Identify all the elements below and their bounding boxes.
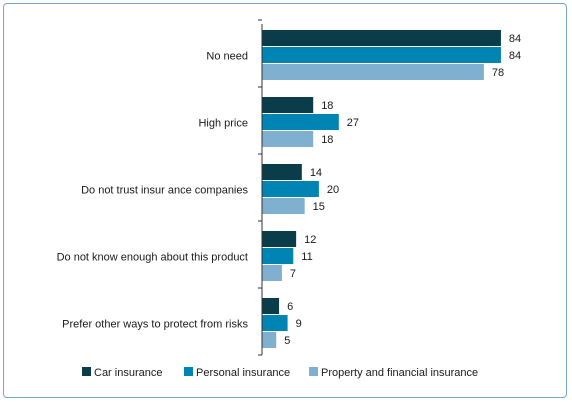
bar bbox=[262, 64, 484, 80]
category-label: Prefer other ways to protect from risks bbox=[62, 319, 248, 331]
data-label: 84 bbox=[509, 50, 521, 62]
legend-label: Car insurance bbox=[94, 367, 162, 379]
legend-swatch bbox=[82, 367, 91, 376]
data-label: 12 bbox=[304, 234, 316, 246]
legend-swatch bbox=[309, 367, 318, 376]
bar bbox=[262, 231, 297, 247]
legend-label: Personal insurance bbox=[196, 367, 290, 379]
data-label: 78 bbox=[492, 67, 504, 79]
data-label: 18 bbox=[321, 100, 333, 112]
bar bbox=[262, 315, 288, 331]
category-label: Do not trust insur ance companies bbox=[81, 185, 248, 197]
data-label: 14 bbox=[310, 167, 322, 179]
bars-layer bbox=[258, 19, 501, 356]
legend-swatch bbox=[184, 367, 193, 376]
legend-label: Property and financial insurance bbox=[321, 367, 478, 379]
bar bbox=[262, 181, 319, 197]
bar bbox=[262, 131, 314, 147]
bar bbox=[262, 97, 314, 113]
bar bbox=[262, 47, 501, 63]
data-label: 84 bbox=[509, 33, 521, 45]
category-label: No need bbox=[206, 51, 248, 63]
bar bbox=[262, 248, 294, 264]
data-label: 18 bbox=[321, 134, 333, 146]
bar bbox=[262, 332, 277, 348]
data-label: 9 bbox=[296, 318, 302, 330]
data-label: 6 bbox=[287, 301, 293, 313]
bar bbox=[262, 164, 302, 180]
bar bbox=[262, 114, 339, 130]
category-label: Do not know enough about this product bbox=[57, 252, 248, 264]
category-label: High price bbox=[198, 118, 248, 130]
data-label: 15 bbox=[313, 201, 325, 213]
bar bbox=[262, 298, 280, 314]
legend: Car insurance Personal insurance Property … bbox=[82, 367, 478, 379]
bar bbox=[262, 198, 305, 214]
bar bbox=[262, 30, 501, 46]
data-label: 27 bbox=[347, 117, 359, 129]
data-label: 5 bbox=[284, 335, 290, 347]
data-label: 7 bbox=[290, 268, 296, 280]
data-label: 20 bbox=[327, 184, 339, 196]
bar bbox=[262, 265, 282, 281]
data-label: 11 bbox=[301, 251, 312, 263]
labels-layer: No need 84 84 78 High price 18 27 18 Do not trus… bbox=[57, 33, 522, 347]
